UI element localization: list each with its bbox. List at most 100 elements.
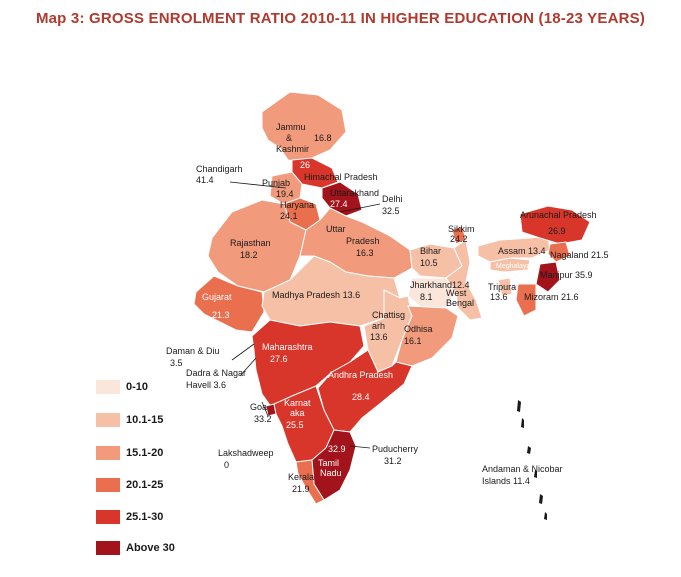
label-mz-val: 21.6 [561,292,579,302]
label-gj-name: Gujarat [202,292,232,302]
label-gj-val: 21.3 [212,310,230,320]
label-up-name-1: Uttar [326,224,346,234]
label-wb-val: 12.4 [452,280,470,290]
label-ga-val: 33.2 [254,414,272,424]
label-dn-name-2: Havell [186,380,211,390]
map-title: Map 3: GROSS ENROLMENT RATIO 2010-11 IN … [35,10,646,27]
legend-swatch [96,510,120,524]
legend-swatch [96,446,120,460]
label-an-name-1: Andaman & Nicobar [482,464,563,474]
label-dn: Havell 3.6 [186,380,226,390]
region-mizoram[interactable] [515,283,537,317]
region-kerala[interactable] [295,459,325,505]
label-tn-name-2: Nadu [320,468,342,478]
label-ar-val: 26.9 [548,226,566,236]
label-dn-val: 3.6 [214,380,227,390]
legend-swatch [96,541,120,555]
label-ap-name: Andhra Pradesh [328,370,393,380]
label-ap-val: 28.4 [352,392,370,402]
legend-item-15-20: 15.1-20 [96,444,163,462]
label-an: Islands 11.4 [482,476,530,486]
label-py-name: Puducherry [372,444,419,454]
legend-item-10-15: 10.1-15 [96,411,163,429]
region-andaman-nicobar-3[interactable] [527,446,531,454]
label-nl: Nagaland 21.5 [550,250,609,260]
label-cg-name-1: Chattisg [372,310,405,320]
label-mz: Mizoram 21.6 [524,292,579,302]
region-andaman-nicobar-4[interactable] [534,470,537,478]
label-od-name: Odhisa [404,324,433,334]
label-dd-name: Daman & Diu [166,346,220,356]
label-ch-val: 41.4 [196,175,214,185]
legend-label: 25.1-30 [126,511,164,523]
label-py-val: 31.2 [384,456,402,466]
label-sk-val: 24.2 [450,234,468,244]
label-mp: Madhya Pradesh 13.6 [272,290,360,300]
region-sikkim[interactable] [451,225,467,245]
label-jk-amp: & [286,133,292,143]
label-ld-name: Lakshadweep [218,448,274,458]
label-uk-name: Uttarakhand [330,188,379,198]
label-br-name: Bihar [420,246,441,256]
label-ka-name-1: Karnat [284,398,311,408]
region-tripura[interactable] [497,277,513,297]
region-andaman-nicobar-2[interactable] [521,418,524,428]
legend-label: 0-10 [126,381,149,393]
region-meghalaya[interactable] [489,257,531,273]
legend-swatch [96,380,120,394]
label-as-val: 13.4 [528,246,546,256]
label-dn-name-1: Dadra & Nagar [186,368,246,378]
label-jk-name-1: Jammu [276,122,306,132]
label-mn-name: Manipur [540,270,573,280]
label-mn-val: 35.9 [575,270,593,280]
label-hp-name: Himachal Pradesh [304,172,378,182]
region-andaman-nicobar-6[interactable] [544,512,547,520]
legend-item-above-30: Above 30 [96,539,175,557]
label-cg-val: 13.6 [370,332,388,342]
label-jk-name-2: Kashmir [276,144,309,154]
label-hr-val: 24.1 [280,211,298,221]
label-kl-val: 21.9 [292,484,310,494]
legend-label: 20.1-25 [126,479,164,491]
region-andaman-nicobar[interactable] [517,400,521,412]
region-west-bengal[interactable] [445,239,483,321]
legend-item-20-25: 20.1-25 [96,476,163,494]
label-rj-val: 18.2 [240,250,258,260]
label-sk-name: Sikkim [448,224,475,234]
region-arunachal-pradesh[interactable] [519,205,591,245]
label-jk-val: 16.8 [314,133,332,143]
label-cg-name-2: arh [372,321,385,331]
label-dl-name: Delhi [382,194,403,204]
label-rj-name: Rajasthan [230,238,271,248]
label-an-val: 11.4 [513,476,530,486]
region-uttarakhand[interactable] [321,181,363,217]
label-ch-name: Chandigarh [196,164,243,174]
region-assam[interactable] [477,235,551,263]
label-ka-name-2: aka [290,408,305,418]
label-nl-val: 21.5 [591,250,609,260]
label-mn: Manipur 35.9 [540,270,593,280]
label-as-name: Assam [498,246,526,256]
label-ar-name: Arunachal Pradesh [520,210,597,220]
label-jh-name: Jharkhand [410,280,452,290]
label-mp-val: 13.6 [343,290,361,300]
label-mz-name: Mizoram [524,292,559,302]
label-as: Assam 13.4 [498,246,546,256]
region-odisha[interactable] [395,305,459,367]
label-wb-name-1: West [446,288,467,298]
label-uk-val: 27.4 [330,199,348,209]
label-tn-val: 32.9 [328,444,346,454]
label-dd-val: 3.5 [170,358,183,368]
label-kl-name: Kerala [288,472,314,482]
label-ga-name: Goa [250,402,267,412]
region-andaman-nicobar-5[interactable] [539,494,543,504]
label-ld-val: 0 [224,460,229,470]
label-tn-name-1: Tamil [318,458,339,468]
legend-label: Above 30 [126,542,175,554]
region-gujarat[interactable] [193,275,265,333]
region-nagaland[interactable] [547,241,571,263]
region-manipur[interactable] [535,261,561,293]
legend-label: 10.1-15 [126,414,164,426]
label-pb-val: 19.4 [276,189,294,199]
